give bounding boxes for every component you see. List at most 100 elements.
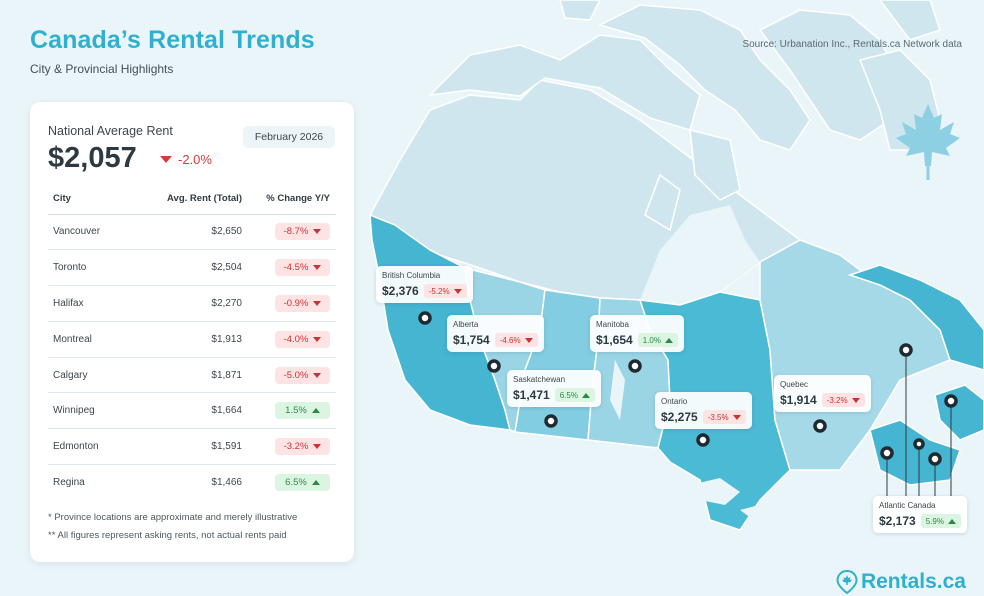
table-row: Winnipeg $1,664 1.5% [48,392,336,430]
atlantic-marker-5 [944,394,958,408]
change-badge: 1.0% [637,333,678,347]
national-average-label: National Average Rent [48,124,173,138]
city-name: Halifax [48,285,138,322]
table-header-row: City Avg. Rent (Total) % Change Y/Y [48,184,336,215]
change-value: 1.5% [285,405,307,417]
province-name: British Columbia [382,271,441,280]
province-name: Manitoba [596,320,629,329]
province-name: Quebec [780,380,809,389]
change-value: 1.0% [642,335,661,345]
city-rent: $2,650 [138,214,246,251]
triangle-down-icon [732,414,741,420]
table-row: Toronto $2,504 -4.5% [48,249,336,287]
triangle-up-icon [311,480,320,486]
province-rent: $1,754 [453,333,490,347]
table-row: Montreal $1,913 -4.0% [48,321,336,358]
alberta-marker [487,359,501,373]
city-name: Vancouver [48,214,138,251]
change-value: -8.7% [283,226,309,238]
date-badge: February 2026 [243,126,335,148]
change-badge: -0.9% [275,294,330,312]
city-rent: $2,270 [138,285,246,322]
change-badge: 5.9% [920,514,961,528]
change-value: 5.9% [925,516,944,526]
change-badge: -4.0% [275,330,330,348]
column-header-change: % Change Y/Y [246,184,336,215]
page-subtitle: City & Provincial Highlights [30,62,174,76]
callout-manitoba: Manitoba $1,654 1.0% [590,315,684,352]
triangle-up-icon [947,518,956,524]
rent-summary-card: National Average Rent $2,057 -2.0% Febru… [30,102,354,562]
callout-saskatchewan: Saskatchewan $1,471 6.5% [507,370,601,407]
change-value: -4.5% [283,262,309,274]
city-rent: $1,664 [138,392,246,430]
change-value: -0.9% [283,297,309,309]
triangle-down-icon [453,288,462,294]
city-name: Regina [53,477,85,489]
triangle-up-icon [664,337,673,343]
labrador-region [847,264,984,371]
table-row: Halifax $2,270 -0.9% [48,285,336,322]
triangle-down-icon [313,300,322,306]
city-rent-table: City Avg. Rent (Total) % Change Y/Y Vanc… [48,184,336,500]
province-rent: $2,173 [879,514,916,528]
change-badge: -3.2% [275,438,330,456]
change-value: 6.5% [285,477,307,489]
triangle-down-icon [313,372,322,378]
footnote-asking-rents: ** All figures represent asking rents, n… [48,530,287,541]
national-average-value: $2,057 [48,142,137,174]
province-rent: $1,914 [780,393,817,407]
national-change: -2.0% [160,152,212,167]
province-name: Atlantic Canada [879,501,936,510]
province-name: Ontario [661,397,688,406]
logo-text: Rentals.ca [860,570,966,593]
city-rent: $1,913 [138,321,246,358]
change-badge: -4.5% [275,259,330,277]
change-badge: -3.2% [821,393,865,407]
change-value: 6.5% [559,390,578,400]
atlantic-marker-4 [928,452,942,466]
great-lakes [610,360,782,525]
city-name: Winnipeg [48,392,138,430]
table-row: Vancouver $2,650 -8.7% [48,214,336,251]
change-badge: -4.6% [494,333,538,347]
province-rent: $2,376 [382,284,419,298]
atlantic-region [869,419,961,486]
callout-quebec: Quebec $1,914 -3.2% [774,375,871,412]
triangle-down-icon [313,444,322,450]
triangle-down-icon [524,337,533,343]
rentals-logo[interactable]: Rentals.ca [836,570,966,594]
map-markers [418,311,958,466]
triangle-down-icon [313,265,322,271]
table-row: Regina $1,466 6.5% [48,465,336,501]
change-value: -3.5% [707,412,729,422]
ontario-marker [696,433,710,447]
change-badge: -8.7% [275,223,330,241]
callout-atlantic-canada: Atlantic Canada $2,173 5.9% [873,496,967,533]
atlantic-marker-2 [880,446,894,460]
city-rent: $1,466 [211,477,242,489]
province-rent: $1,654 [596,333,633,347]
triangle-down-icon [313,336,322,342]
city-name: Toronto [48,249,138,287]
triangle-down-icon [160,156,172,163]
callout-alberta: Alberta $1,754 -4.6% [447,315,544,352]
footnote-locations: * Province locations are approximate and… [48,512,298,523]
city-rent: $1,871 [138,357,246,394]
manitoba-marker [628,359,642,373]
change-badge: 6.5% [554,388,595,402]
national-change-value: -2.0% [178,152,212,167]
change-value: -5.2% [428,286,450,296]
city-rent: $2,504 [138,249,246,287]
city-name: Montreal [48,321,138,358]
change-value: -4.0% [283,333,309,345]
newfoundland-region [934,384,984,441]
triangle-down-icon [313,229,322,235]
saskatchewan-marker [544,414,558,428]
quebec-region [759,239,951,471]
triangle-up-icon [581,392,590,398]
table-row: Edmonton $1,591 -3.2% [48,428,336,466]
quebec-marker [813,419,827,433]
source-note: Source: Urbanation Inc., Rentals.ca Netw… [742,39,962,50]
change-value: -3.2% [826,395,848,405]
